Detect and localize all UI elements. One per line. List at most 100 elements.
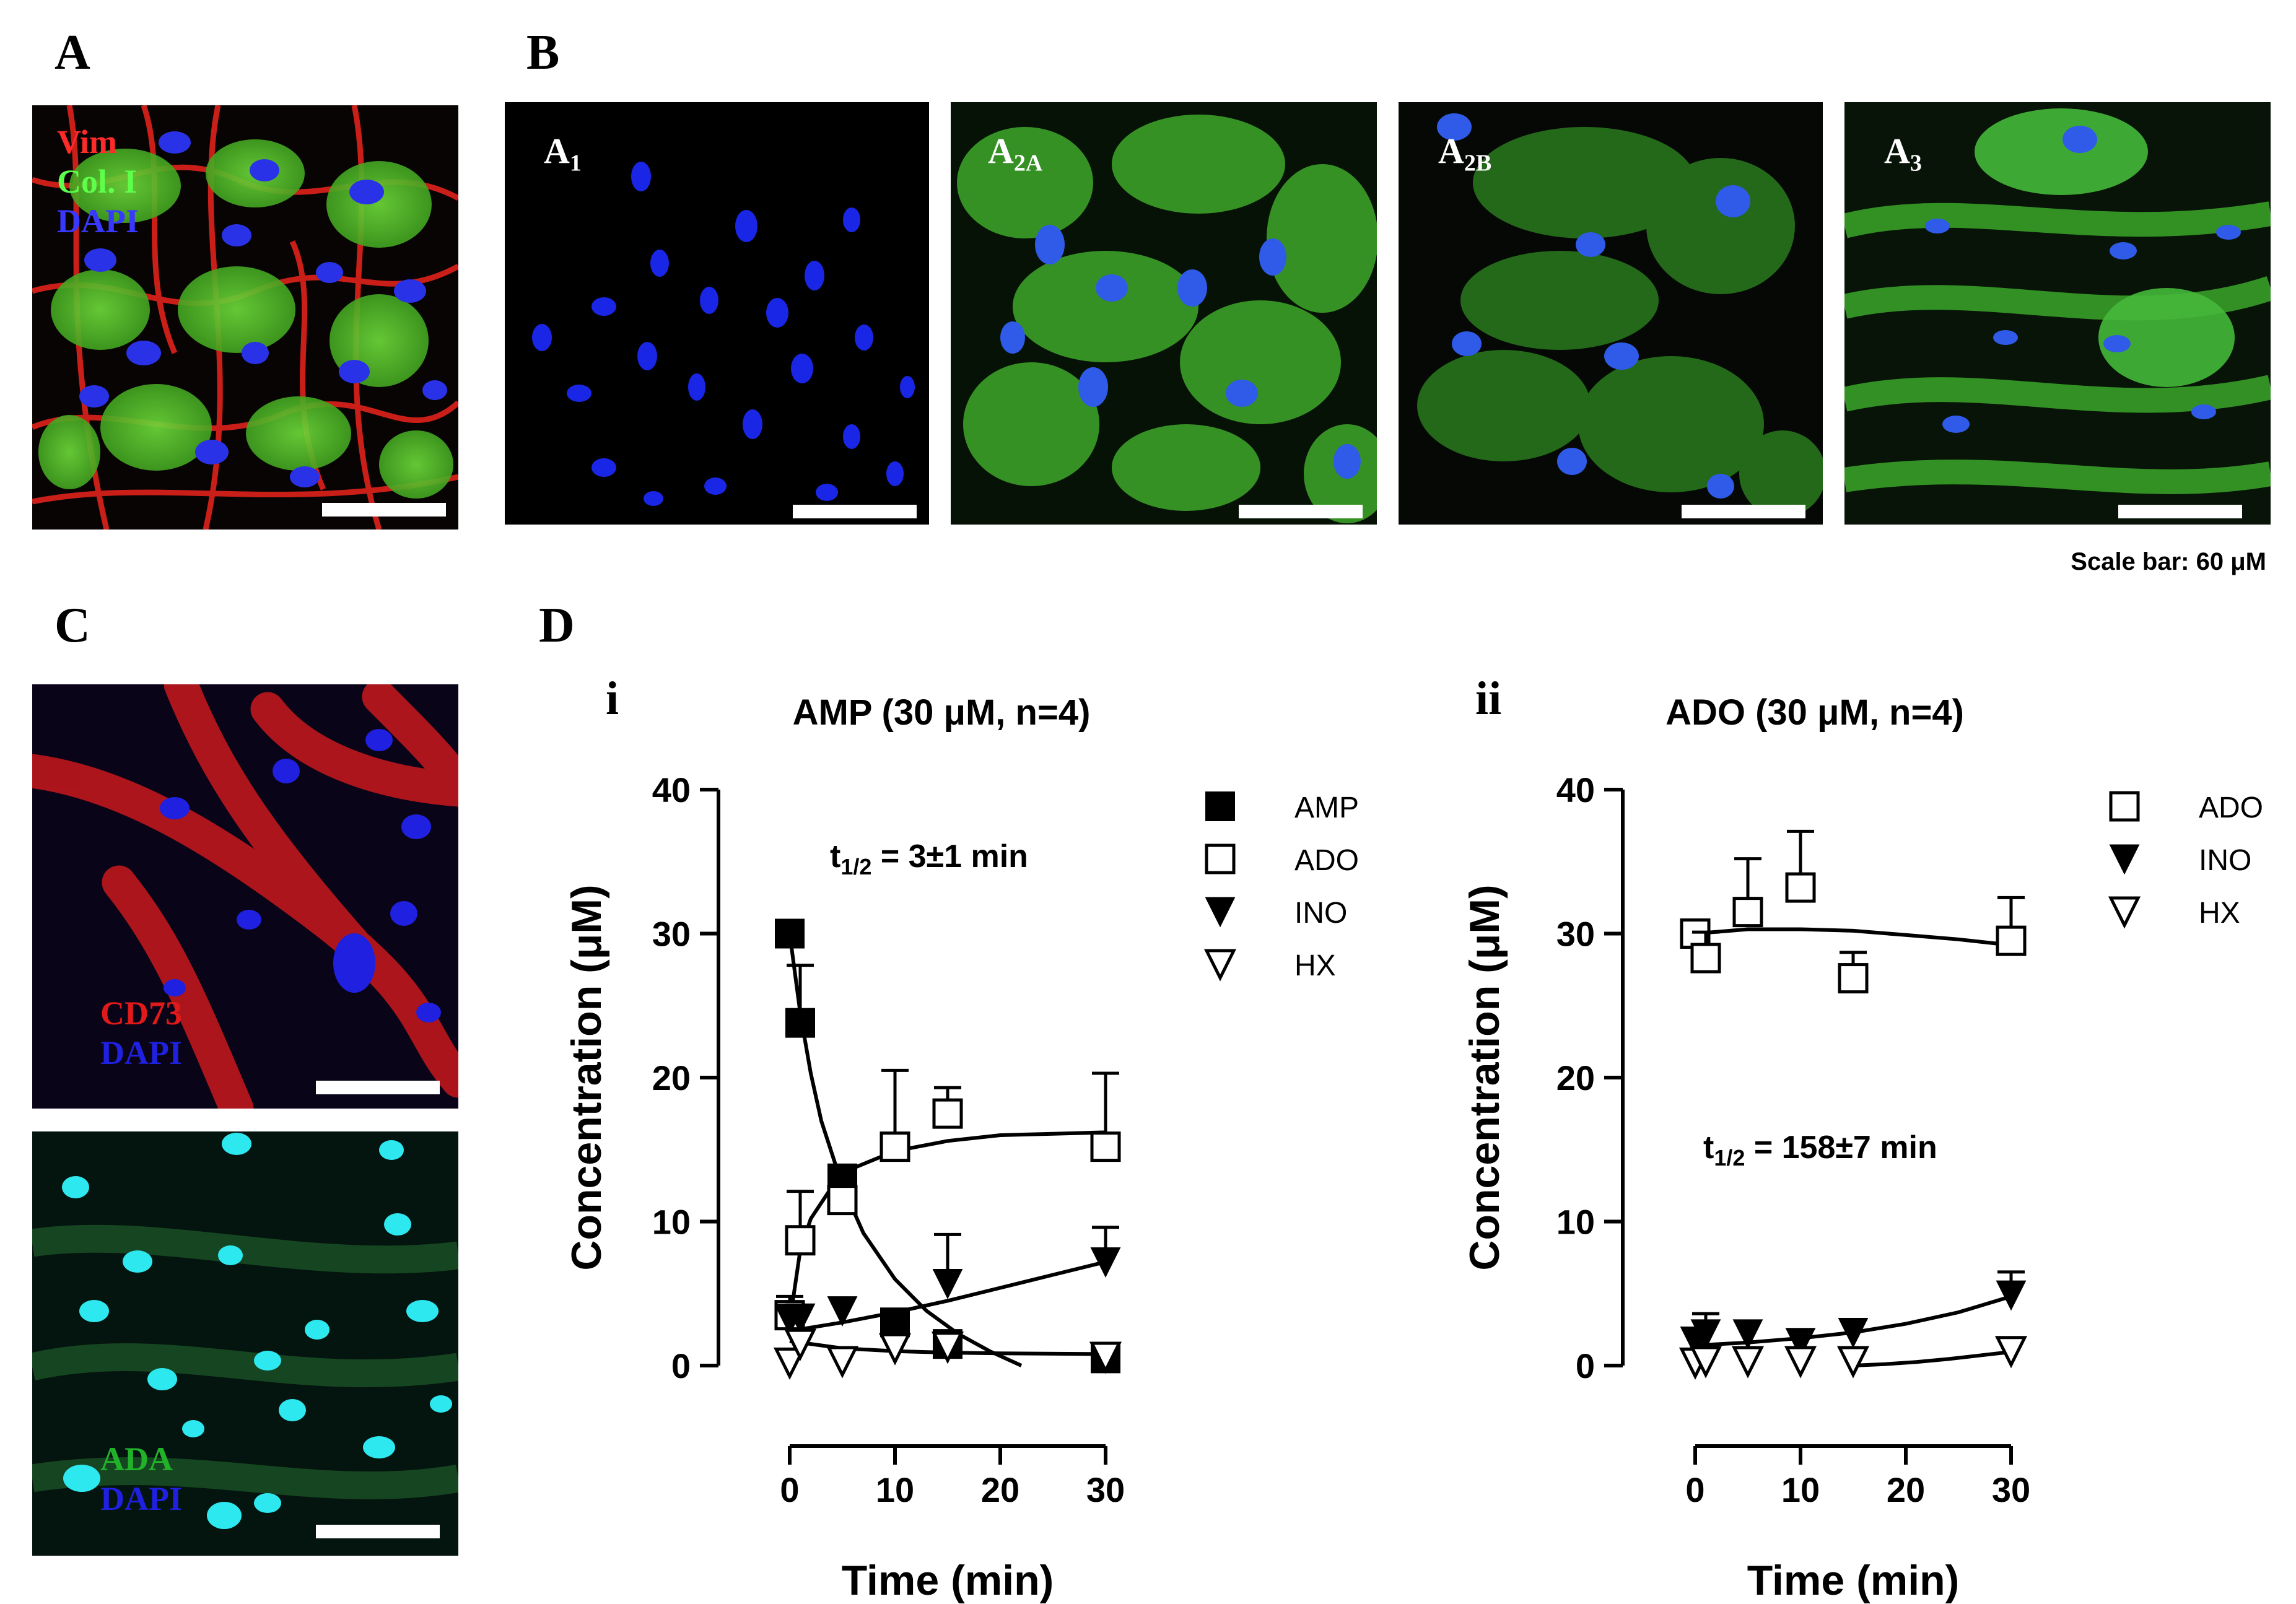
data-point-ado	[932, 1098, 963, 1129]
x-tick-label: 30	[1992, 1470, 2030, 1509]
data-point-hx	[784, 1328, 817, 1361]
scale-bar-a2a	[1239, 505, 1363, 518]
receptor-label-a2a: A2A	[988, 131, 1043, 177]
y-axis-label: Concentration (μM)	[563, 884, 610, 1270]
data-point-ado	[1838, 963, 1869, 994]
data-point-ado	[880, 1131, 910, 1162]
data-point-ino	[1732, 1319, 1763, 1350]
y-axis-label: Concentration (μM)	[1461, 884, 1508, 1270]
data-point-ado	[1996, 925, 2027, 956]
legend-marker-ado	[2109, 791, 2140, 822]
micrograph-cd73-art	[32, 684, 458, 1109]
data-point-ado	[1732, 897, 1763, 928]
chart-title: AMP (30 μM, n=4)	[793, 692, 1091, 733]
series-ino	[1680, 1270, 2027, 1359]
micrograph-a3-art	[1844, 108, 2271, 494]
chart-ado-degradation: ADO (30 μM, n=4) 0 10 20 30 40 Concentration (…	[1461, 692, 2263, 1604]
y-tick-label: 40	[1556, 770, 1595, 809]
chart-title: ADO (30 μM, n=4)	[1665, 692, 1964, 733]
receptor-label-a1: A1	[544, 131, 582, 177]
data-point-ino	[827, 1296, 858, 1327]
data-point-ino	[785, 1303, 816, 1334]
data-point-hx	[1994, 1336, 2028, 1369]
y-tick-label: 10	[1556, 1203, 1595, 1242]
micrograph-a1	[505, 102, 929, 525]
panel-label-d: D	[539, 598, 575, 653]
y-tick-label: 20	[1556, 1058, 1595, 1097]
legend-label-amp: AMP	[1294, 791, 1359, 824]
panel-label-c: C	[55, 598, 90, 653]
data-point-ino	[932, 1268, 963, 1299]
series-hx	[1678, 1336, 2028, 1380]
data-point-ino	[1690, 1319, 1721, 1350]
scale-bar-caption: Scale bar: 60 μM	[2071, 548, 2266, 575]
y-tick-label: 30	[652, 915, 691, 954]
micrograph-a2a-art	[957, 115, 1377, 523]
legend-marker-hx	[1203, 949, 1237, 982]
micrograph-ada-art	[32, 1133, 458, 1529]
data-point-ado	[1785, 872, 1816, 903]
micrograph-a1-art	[532, 162, 915, 506]
fit-curve-hx	[1853, 1349, 2012, 1367]
legend-label-ado: ADO	[2199, 791, 2263, 824]
x-tick-label: 0	[780, 1470, 799, 1509]
y-tick-label: 20	[652, 1058, 691, 1097]
data-point-hx	[1836, 1346, 1870, 1379]
data-point-amp	[785, 1008, 815, 1038]
data-point-hx	[931, 1332, 964, 1364]
receptor-label-a3: A3	[1884, 131, 1922, 177]
x-tick-label: 30	[1086, 1470, 1125, 1509]
x-tick-label: 20	[1887, 1470, 1925, 1509]
series-hx	[773, 1328, 1122, 1380]
panel-label-a: A	[55, 25, 90, 80]
subpanel-label-ii: ii	[1475, 673, 1502, 725]
legend-label-ino: INO	[1294, 897, 1347, 930]
half-life-annotation: t1/2 = 3±1 min	[830, 839, 1028, 879]
legend-label-ino: INO	[2199, 844, 2251, 877]
data-point-ino	[1785, 1328, 1816, 1359]
data-point-ado	[785, 1225, 816, 1256]
label-vim: Vim	[57, 123, 117, 160]
scale-bar-cd73	[316, 1081, 440, 1094]
receptor-label-a2b: A2B	[1438, 131, 1492, 177]
label-dapi-cd73: DAPI	[100, 1034, 182, 1071]
micrograph-a2b-art	[1417, 113, 1823, 517]
fit-curve-ado	[1695, 927, 2012, 948]
y-tick-label: 30	[1556, 915, 1595, 954]
y-tick-label: 0	[671, 1346, 691, 1385]
data-point-hx	[773, 1347, 806, 1380]
micrograph-vim-col1	[32, 105, 458, 530]
legend-marker-ino	[1205, 897, 1236, 928]
x-tick-label: 10	[1781, 1470, 1820, 1509]
x-axis-label: Time (min)	[842, 1557, 1054, 1604]
x-tick-label: 0	[1685, 1470, 1705, 1509]
legend-marker-hx	[2108, 896, 2141, 929]
legend-label-hx: HX	[2199, 897, 2240, 930]
data-point-hx	[1784, 1346, 1817, 1379]
chart-amp-degradation: AMP (30 μM, n=4) 0 10 20 30 40 Concentration (…	[563, 692, 1359, 1604]
data-point-hx	[1089, 1341, 1122, 1374]
fit-curve-amp	[788, 933, 1023, 1367]
y-tick-label: 10	[652, 1203, 691, 1242]
micrograph-a2b	[1399, 102, 1823, 525]
legend-marker-ado	[1205, 843, 1236, 874]
scale-bar-a	[322, 503, 446, 517]
scale-bar-ada	[316, 1525, 440, 1538]
data-point-ado	[1090, 1131, 1121, 1162]
legend-label-ado: ADO	[1294, 844, 1359, 877]
micrograph-a-art	[32, 105, 458, 530]
micrograph-cd73	[32, 684, 458, 1109]
series-ado	[1680, 829, 2027, 994]
legend-marker-amp	[1205, 791, 1235, 821]
data-point-ado	[827, 1185, 858, 1216]
x-axis-label: Time (min)	[1747, 1557, 1960, 1604]
data-point-hx	[878, 1333, 912, 1366]
x-tick-label: 10	[876, 1470, 914, 1509]
label-ada: ADA	[100, 1441, 173, 1478]
y-tick-label: 40	[652, 770, 691, 809]
label-dapi-ada: DAPI	[100, 1480, 182, 1517]
data-point-amp	[775, 918, 805, 949]
data-point-ino	[1996, 1280, 2027, 1311]
label-dapi-a: DAPI	[57, 203, 139, 240]
data-point-hx	[826, 1346, 859, 1379]
